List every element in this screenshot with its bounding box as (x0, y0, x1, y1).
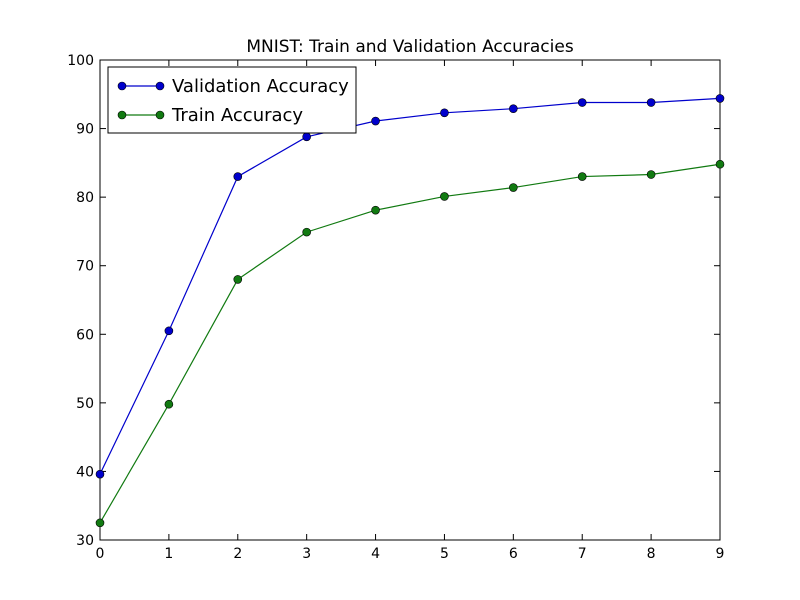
plot-area: 0 1 2 3 4 5 6 7 8 9 30 40 50 60 70 80 90 100 (67, 53, 724, 562)
x-tick-label: 4 (371, 546, 380, 562)
data-point (371, 116, 380, 126)
data-point (302, 227, 311, 237)
x-tick-label: 3 (302, 546, 311, 562)
data-point (509, 104, 518, 113)
data-point (577, 172, 587, 181)
data-point (233, 275, 243, 284)
x-tick-label: 5 (440, 546, 449, 562)
x-tick-label: 7 (578, 546, 587, 562)
data-point (715, 159, 725, 169)
series-line (99, 97, 721, 475)
data-point (95, 518, 105, 528)
data-point (233, 172, 243, 181)
x-tick-label: 9 (716, 546, 725, 562)
x-tick-label: 6 (509, 546, 518, 562)
legend-marker (155, 81, 165, 91)
data-point (715, 94, 725, 103)
data-point (577, 98, 587, 107)
data-point (646, 98, 656, 107)
legend-box (107, 66, 357, 134)
y-tick-label: 40 (76, 464, 94, 480)
legend: Validation Accuracy Train Accuracy (107, 66, 357, 134)
data-point (164, 399, 174, 409)
data-point (164, 326, 174, 336)
y-tick-label: 60 (76, 327, 94, 343)
y-tick-label: 30 (76, 533, 94, 549)
y-tick-label: 100 (67, 53, 94, 69)
legend-marker (117, 81, 127, 91)
x-tick-label: 1 (164, 546, 173, 562)
y-tick-label: 90 (76, 122, 94, 138)
y-tick-label: 70 (76, 259, 94, 275)
series-line (99, 163, 721, 524)
data-point (440, 108, 449, 118)
y-tick-label: 50 (76, 396, 94, 412)
y-tick-label: 80 (76, 190, 94, 206)
legend-marker (117, 110, 127, 120)
x-tick-label: 8 (647, 546, 656, 562)
plot-frame (99, 59, 721, 541)
data-point (371, 205, 380, 215)
legend-label: Train Accuracy (171, 105, 303, 126)
x-tick-label: 0 (96, 546, 105, 562)
chart-title: MNIST: Train and Validation Accuracies (246, 37, 574, 57)
legend-marker (155, 110, 165, 120)
data-point (302, 132, 311, 142)
data-point (646, 170, 656, 179)
data-point (440, 192, 449, 201)
legend-label: Validation Accuracy (172, 76, 349, 97)
x-tick-label: 2 (233, 546, 242, 562)
data-point (509, 183, 518, 192)
data-point (95, 469, 105, 479)
